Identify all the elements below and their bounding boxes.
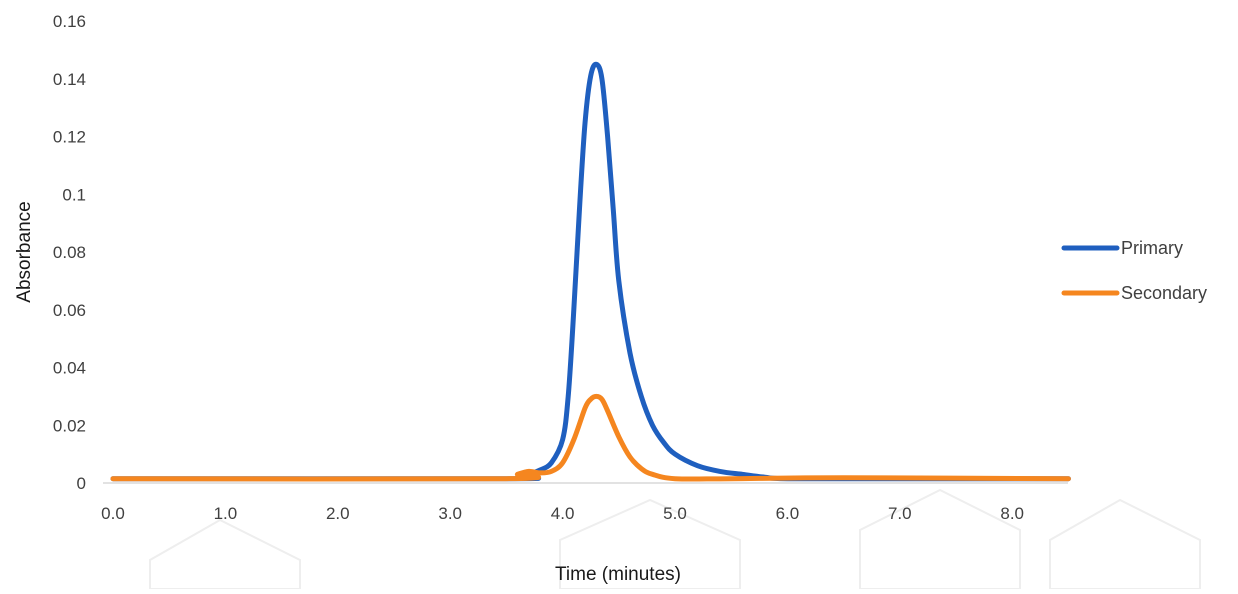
- y-tick-label: 0.08: [53, 243, 86, 262]
- y-tick-label: 0.02: [53, 416, 86, 435]
- x-tick-label: 3.0: [438, 504, 462, 523]
- series-line-primary: [110, 61, 1071, 482]
- y-tick-label: 0: [77, 474, 86, 493]
- legend: Primary Secondary: [1061, 238, 1207, 303]
- y-tick-label: 0.12: [53, 128, 86, 147]
- background-hexagon: [859, 488, 1021, 590]
- y-axis-ticks: 0 0.02 0.04 0.06 0.08 0.1 0.12 0.14 0.16: [53, 12, 86, 493]
- series-layer: [110, 61, 1071, 482]
- background-hexagon: [1049, 498, 1201, 590]
- legend-label-secondary: Secondary: [1121, 283, 1207, 303]
- x-tick-label: 7.0: [888, 504, 912, 523]
- x-tick-label: 1.0: [214, 504, 238, 523]
- x-tick-label: 0.0: [101, 504, 125, 523]
- x-tick-label: 4.0: [551, 504, 575, 523]
- y-tick-label: 0.1: [62, 185, 86, 204]
- x-axis-title: Time (minutes): [555, 564, 681, 585]
- series-line-secondary: [110, 393, 1071, 482]
- x-tick-label: 2.0: [326, 504, 350, 523]
- y-tick-label: 0.06: [53, 301, 86, 320]
- background-hexagon: [149, 518, 301, 590]
- y-axis-title: Absorbance: [14, 201, 35, 302]
- x-tick-label: 6.0: [776, 504, 800, 523]
- y-tick-label: 0.04: [53, 359, 86, 378]
- x-tick-label: 5.0: [663, 504, 687, 523]
- y-tick-label: 0.16: [53, 12, 86, 31]
- legend-label-primary: Primary: [1121, 238, 1183, 258]
- y-tick-label: 0.14: [53, 70, 86, 89]
- x-tick-label: 8.0: [1000, 504, 1024, 523]
- x-axis-ticks: 0.0 1.0 2.0 3.0 4.0 5.0 6.0 7.0 8.0: [101, 504, 1024, 523]
